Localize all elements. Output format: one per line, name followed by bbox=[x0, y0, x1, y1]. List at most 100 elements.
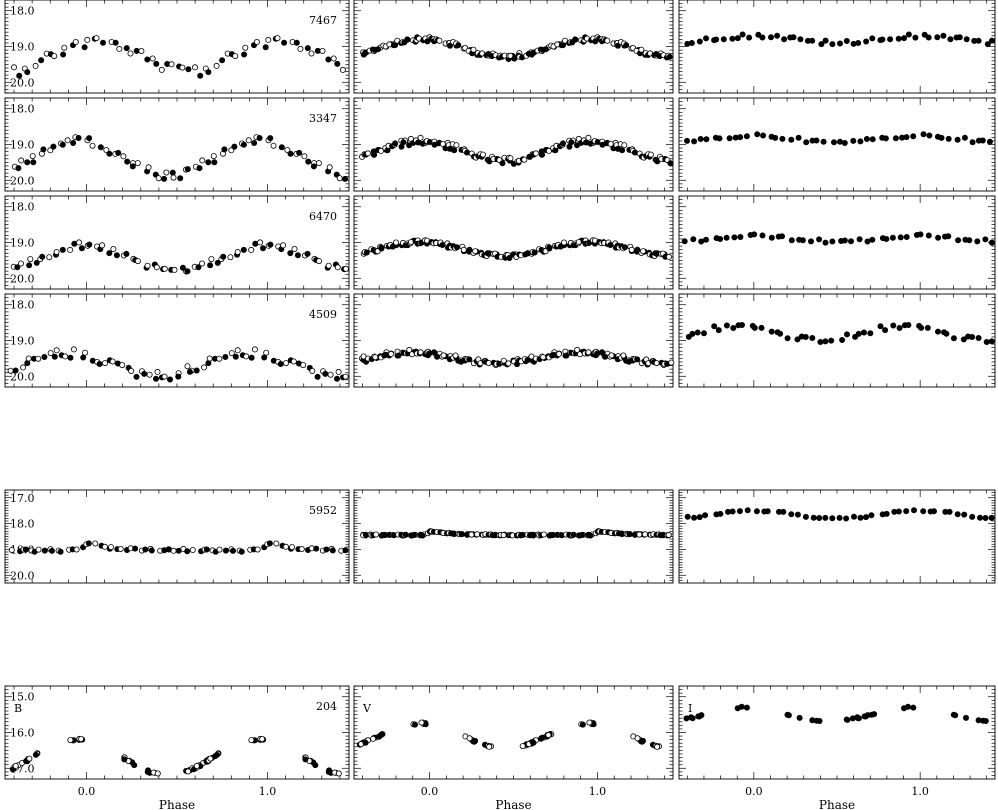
data-point-open bbox=[119, 362, 126, 369]
data-point-filled bbox=[342, 547, 349, 554]
data-point-filled bbox=[879, 36, 886, 43]
data-point-filled bbox=[370, 151, 377, 158]
data-point-filled bbox=[400, 139, 407, 146]
data-point-filled bbox=[817, 338, 824, 345]
data-point-filled bbox=[799, 237, 806, 244]
data-point-filled bbox=[713, 36, 720, 43]
data-point-open bbox=[170, 174, 177, 181]
data-point-filled bbox=[869, 236, 876, 243]
data-point-filled bbox=[910, 704, 917, 711]
data-point-filled bbox=[744, 507, 751, 514]
data-point-open bbox=[330, 55, 337, 62]
data-point-open bbox=[505, 360, 512, 367]
data-point-filled bbox=[538, 151, 545, 158]
data-point-filled bbox=[124, 158, 131, 165]
data-point-filled bbox=[788, 237, 795, 244]
data-point-filled bbox=[848, 238, 855, 245]
data-point-filled bbox=[731, 234, 738, 241]
data-point-filled bbox=[883, 510, 890, 517]
data-point-filled bbox=[141, 370, 148, 377]
data-point-filled bbox=[988, 514, 995, 521]
data-point-open bbox=[248, 246, 255, 253]
data-point-filled bbox=[50, 143, 57, 150]
data-point-filled bbox=[716, 135, 723, 142]
data-point-filled bbox=[850, 137, 857, 144]
data-point-open bbox=[193, 762, 200, 769]
data-point-open bbox=[92, 540, 99, 547]
data-point-filled bbox=[861, 713, 868, 720]
data-point-open bbox=[127, 50, 134, 57]
data-point-filled bbox=[410, 531, 417, 538]
data-point-filled bbox=[729, 35, 736, 42]
data-point-open bbox=[201, 364, 208, 371]
panel-frame-r6-c2 bbox=[353, 685, 674, 780]
data-point-open bbox=[417, 134, 424, 141]
data-point-open bbox=[270, 142, 277, 149]
data-point-filled bbox=[193, 367, 200, 374]
data-point-filled bbox=[912, 34, 919, 41]
data-point-filled bbox=[458, 531, 465, 538]
data-point-open bbox=[134, 258, 141, 265]
data-point-open bbox=[158, 66, 165, 73]
data-point-filled bbox=[837, 138, 844, 145]
data-point-filled bbox=[816, 718, 823, 725]
data-point-open bbox=[265, 36, 272, 43]
data-point-open bbox=[210, 153, 217, 160]
data-point-open bbox=[628, 246, 635, 253]
data-point-open bbox=[336, 175, 343, 182]
data-point-filled bbox=[296, 149, 303, 156]
data-point-open bbox=[364, 150, 371, 157]
data-point-open bbox=[406, 346, 413, 353]
data-point-open bbox=[62, 353, 69, 360]
data-point-filled bbox=[813, 137, 820, 144]
data-point-filled bbox=[587, 532, 594, 539]
data-point-open bbox=[468, 531, 475, 538]
panel-frame-r3-c3 bbox=[678, 195, 996, 290]
data-point-filled bbox=[530, 739, 537, 746]
data-point-open bbox=[282, 543, 289, 550]
data-point-open bbox=[507, 155, 514, 162]
data-point-filled bbox=[739, 31, 746, 38]
data-point-filled bbox=[161, 175, 168, 182]
y-tick-label: 17.0 bbox=[10, 492, 35, 505]
data-point-open bbox=[17, 260, 24, 267]
data-point-filled bbox=[784, 335, 791, 342]
band-label: B bbox=[14, 702, 22, 715]
data-point-filled bbox=[701, 330, 708, 337]
data-point-filled bbox=[984, 41, 991, 48]
data-point-filled bbox=[623, 42, 630, 49]
x-tick-label: 0.0 bbox=[421, 785, 439, 798]
data-point-filled bbox=[760, 132, 767, 139]
panel-frame-r3-c1 bbox=[4, 195, 350, 290]
data-point-filled bbox=[48, 547, 55, 554]
y-tick-label: 20.0 bbox=[10, 370, 35, 383]
data-point-open bbox=[35, 546, 42, 553]
x-tick-label: 1.0 bbox=[259, 785, 277, 798]
data-point-filled bbox=[889, 234, 896, 241]
data-point-filled bbox=[402, 531, 409, 538]
data-point-open bbox=[372, 354, 379, 361]
data-point-filled bbox=[220, 253, 227, 260]
data-point-filled bbox=[205, 159, 212, 166]
data-point-open bbox=[198, 260, 205, 267]
data-point-filled bbox=[506, 254, 513, 261]
data-point-filled bbox=[841, 139, 848, 146]
data-point-open bbox=[418, 719, 425, 726]
data-point-filled bbox=[439, 241, 446, 248]
data-point-filled bbox=[857, 138, 864, 145]
data-point-filled bbox=[737, 233, 744, 240]
data-point-filled bbox=[696, 38, 703, 45]
data-point-open bbox=[216, 546, 223, 553]
x-tick-label: 1.0 bbox=[589, 785, 607, 798]
data-point-filled bbox=[868, 711, 875, 718]
data-point-filled bbox=[78, 245, 85, 252]
data-point-filled bbox=[711, 323, 718, 330]
data-point-open bbox=[228, 350, 235, 357]
star-id-label: 204 bbox=[316, 700, 337, 713]
data-point-open bbox=[532, 150, 539, 157]
data-point-open bbox=[654, 743, 661, 750]
data-point-open bbox=[327, 371, 334, 378]
data-point-filled bbox=[691, 514, 698, 521]
data-point-open bbox=[282, 360, 289, 367]
